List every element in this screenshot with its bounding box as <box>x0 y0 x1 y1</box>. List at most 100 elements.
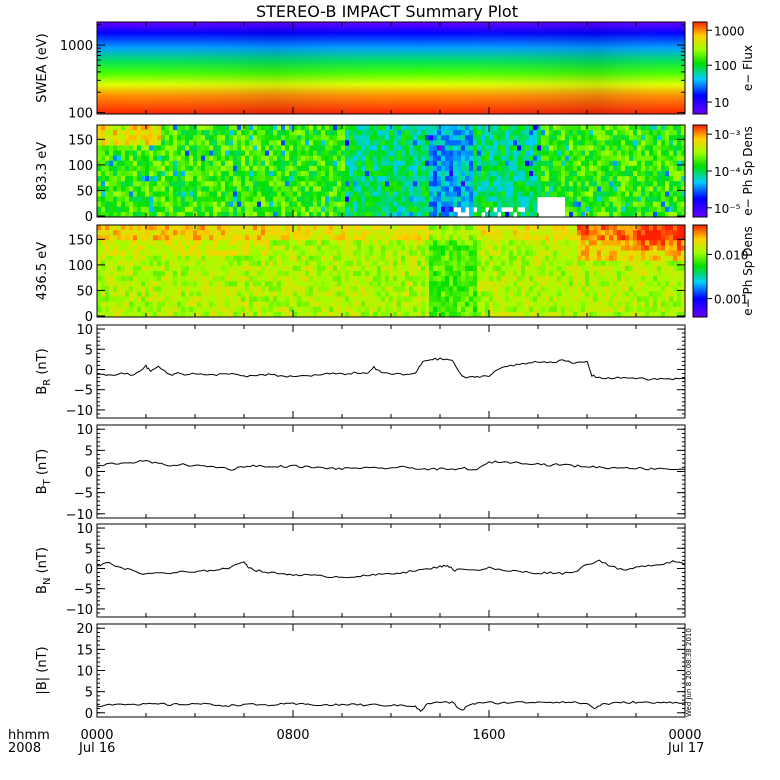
pad883-cell <box>101 140 106 147</box>
pad883-cell <box>549 191 554 198</box>
pad436-cell <box>173 260 178 267</box>
pad883-cell <box>561 176 566 182</box>
pad883-cell <box>257 191 262 198</box>
pad883-cell <box>305 155 310 162</box>
pad436-cell <box>541 276 546 282</box>
pad883-cell <box>121 211 126 217</box>
pad883-cell <box>349 176 354 182</box>
pad436-cell <box>97 296 102 303</box>
pad883-cell <box>149 171 154 177</box>
pad883-cell <box>109 211 114 217</box>
pad436-cell <box>149 281 154 287</box>
pad436-cell <box>589 271 594 277</box>
pad883-cell <box>601 171 606 177</box>
pad436-cell <box>433 296 438 303</box>
pad883-cell <box>317 196 322 203</box>
pad883-cell <box>609 176 614 182</box>
pad883-cell <box>157 211 162 217</box>
pad883-cell <box>349 130 354 136</box>
pad883-cell <box>305 186 310 193</box>
pad436-cell <box>133 255 138 262</box>
pad883-cell <box>205 176 210 182</box>
pad436-cell <box>413 245 418 252</box>
pad436-cell <box>473 301 478 308</box>
pad436-cell <box>605 235 610 241</box>
pad436-cell <box>473 225 478 231</box>
pad883-cell <box>121 181 126 187</box>
pad883-cell <box>453 176 458 182</box>
pad883-cell <box>233 140 238 147</box>
pad436-cell <box>253 235 258 241</box>
pad436-cell <box>489 281 494 287</box>
pad436-cell <box>421 260 426 267</box>
pad883-cell <box>573 196 578 203</box>
pad883-cell <box>121 150 126 157</box>
pad883-cell <box>629 201 634 208</box>
pad436-cell <box>277 230 282 236</box>
pad436-cell <box>537 260 542 267</box>
pad883-cell <box>189 206 194 213</box>
pad436-cell <box>125 260 130 267</box>
pad883-cell <box>265 191 270 198</box>
pad436-cell <box>249 240 254 247</box>
pad436-cell <box>197 281 202 287</box>
pad436-cell <box>217 250 222 257</box>
pad883-cell <box>117 181 122 187</box>
pad436-cell <box>445 240 450 247</box>
pad883-cell <box>293 165 298 172</box>
pad883-cell <box>109 176 114 182</box>
pad436-cell <box>557 255 562 262</box>
pad883-cell <box>165 140 170 147</box>
pad436-cell <box>185 260 190 267</box>
pad883-cell <box>133 145 138 152</box>
pad436-cell <box>405 265 410 272</box>
pad883-cell <box>289 171 294 177</box>
pad436-cell <box>597 281 602 287</box>
pad883-cell <box>681 135 685 141</box>
pad883-cell <box>149 140 154 147</box>
pad883-cell <box>109 181 114 187</box>
pad883-cell <box>401 150 406 157</box>
pad436-cell <box>225 245 230 252</box>
pad436-cell <box>485 281 490 287</box>
pad436-cell <box>117 230 122 236</box>
pad883-cell <box>201 171 206 177</box>
pad436-cell <box>177 250 182 257</box>
pad883-cell <box>485 211 490 217</box>
pad436-cell <box>405 281 410 287</box>
pad436-cell <box>605 311 610 317</box>
pad883-cell <box>153 191 158 198</box>
pad436-cell <box>589 230 594 236</box>
pad883-cell <box>405 125 410 131</box>
pad436-cell <box>385 265 390 272</box>
pad436-cell <box>129 250 134 257</box>
pad883-cell <box>117 130 122 136</box>
pad883-cell <box>269 196 274 203</box>
pad436-cell <box>249 265 254 272</box>
pad436-cell <box>409 255 414 262</box>
pad436-cell <box>557 276 562 282</box>
pad436-cell <box>461 265 466 272</box>
pad436-cell <box>309 225 314 231</box>
pad883-cell <box>449 176 454 182</box>
pad436-cell <box>101 276 106 282</box>
pad436-cell <box>317 240 322 247</box>
pad436-cell <box>349 291 354 298</box>
pad883-cell <box>149 181 154 187</box>
pad436-cell <box>165 301 170 308</box>
pad883-cell <box>429 155 434 162</box>
pad436-cell <box>565 265 570 272</box>
pad883-cell <box>433 176 438 182</box>
pad436-cell <box>281 225 286 231</box>
pad883-cell <box>161 201 166 208</box>
pad883-cell <box>525 145 530 152</box>
pad436-cell <box>321 281 326 287</box>
pad436-cell <box>329 271 334 277</box>
pad883-cell <box>109 196 114 203</box>
pad883-cell <box>593 186 598 193</box>
pad436-cell <box>305 306 310 313</box>
pad883-cell <box>145 155 150 162</box>
pad883-cell <box>397 165 402 172</box>
pad883-cell <box>237 145 242 152</box>
pad436-cell <box>201 301 206 308</box>
